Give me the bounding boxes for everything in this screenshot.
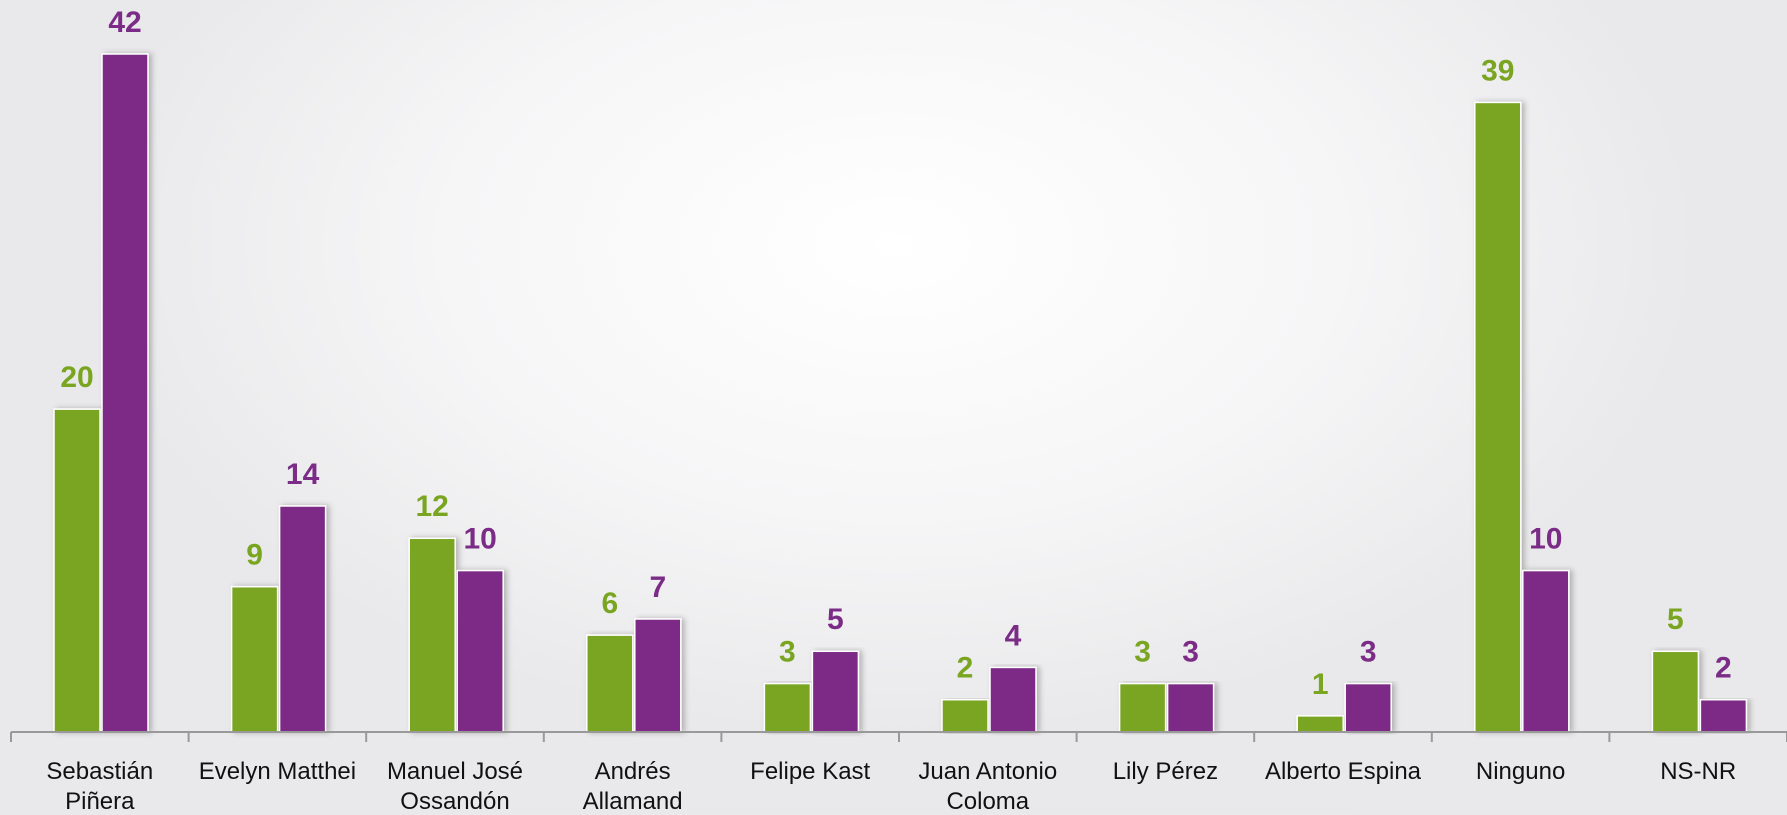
value-label: 2 — [957, 652, 974, 685]
value-label: 6 — [601, 587, 618, 620]
value-label: 5 — [827, 603, 844, 636]
bar — [53, 408, 101, 733]
value-label: 42 — [108, 6, 141, 39]
value-label: 5 — [1667, 603, 1684, 636]
bar — [989, 666, 1037, 733]
bar — [1296, 715, 1344, 733]
bar — [634, 618, 682, 733]
bar — [1344, 682, 1392, 733]
value-label: 3 — [1360, 635, 1377, 668]
bar — [763, 682, 812, 733]
value-label: 39 — [1481, 54, 1514, 87]
x-tick-label: Andrés Allamand — [582, 758, 683, 815]
x-tick-label: Sebastián Piñera — [46, 758, 154, 815]
value-label: 2 — [1715, 652, 1732, 685]
value-label: 4 — [1005, 619, 1022, 652]
value-label: 1 — [1312, 668, 1329, 701]
value-label: 10 — [1529, 522, 1562, 555]
bar — [1651, 650, 1700, 733]
bar — [1474, 101, 1522, 733]
bar — [408, 537, 456, 733]
x-tick-label: NS-NR — [1660, 758, 1737, 785]
x-tick-label: Felipe Kast — [750, 758, 871, 785]
bar — [1118, 682, 1167, 733]
bar — [1699, 698, 1748, 733]
value-label: 3 — [1182, 635, 1199, 668]
value-label: 9 — [246, 539, 263, 572]
bar — [101, 53, 149, 733]
value-label: 14 — [286, 458, 320, 491]
bar — [811, 650, 860, 733]
x-tick-label: Alberto Espina — [1264, 758, 1422, 785]
x-tick-label: Evelyn Matthei — [198, 758, 357, 785]
x-tick-label: Manuel José Ossandón — [386, 758, 524, 815]
bar — [941, 698, 989, 733]
x-tick-label: Lily Pérez — [1112, 758, 1219, 785]
bar — [278, 505, 327, 733]
value-label: 20 — [60, 361, 93, 394]
x-tick-label: Juan Antonio Coloma — [918, 758, 1058, 815]
value-label: 10 — [464, 522, 497, 555]
bar — [586, 634, 634, 733]
x-tick-label: Ninguno — [1475, 758, 1566, 785]
bar — [1166, 682, 1215, 733]
bar — [1522, 569, 1570, 733]
bar — [230, 585, 279, 733]
value-label: 12 — [416, 490, 449, 523]
value-label: 3 — [779, 635, 796, 668]
bar — [456, 569, 504, 733]
value-label: 7 — [649, 571, 666, 604]
value-label: 3 — [1134, 635, 1151, 668]
